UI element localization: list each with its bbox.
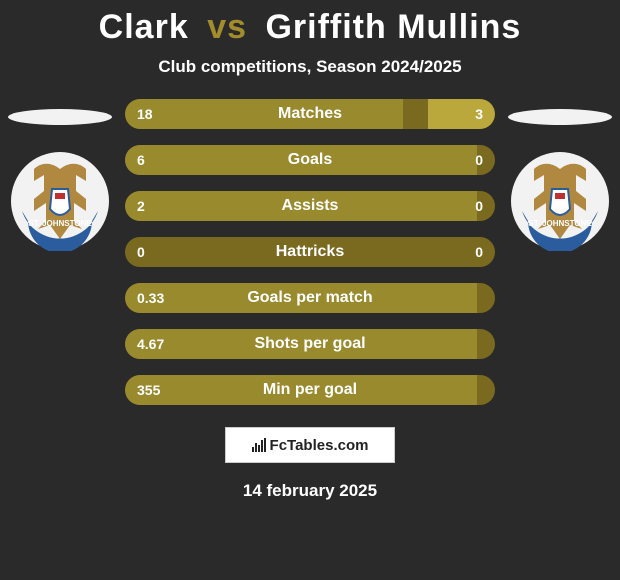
fctables-logo[interactable]: FcTables.com <box>225 427 395 463</box>
stat-bar: 2Assists0 <box>125 191 495 221</box>
stat-label: Min per goal <box>125 381 495 399</box>
comparison-title: Clark vs Griffith Mullins <box>0 0 620 47</box>
bars-icon <box>252 438 266 452</box>
stat-value-right: 0 <box>435 244 495 260</box>
svg-text:ST. JOHNSTONE: ST. JOHNSTONE <box>28 219 92 228</box>
svg-text:ST. JOHNSTONE: ST. JOHNSTONE <box>528 219 592 228</box>
vs-text: vs <box>207 8 247 46</box>
stat-bar: 355Min per goal <box>125 375 495 405</box>
stat-value-right: 3 <box>435 106 495 122</box>
stat-value-right: 0 <box>435 198 495 214</box>
brand-text: FcTables.com <box>270 437 369 454</box>
stat-bar: 0Hattricks0 <box>125 237 495 267</box>
player2-name: Griffith Mullins <box>265 8 521 46</box>
stat-bars-container: 18Matches3 6Goals0 2Assists0 0Hattricks0 0.3… <box>125 99 495 405</box>
player2-club-crest: ST. JOHNSTONE <box>510 151 610 251</box>
comparison-date: 14 february 2025 <box>0 481 620 501</box>
player1-club-crest: ST. JOHNSTONE <box>10 151 110 251</box>
stats-arena: ST. JOHNSTONE ST. JOHNSTONE 18Matches3 6G… <box>0 99 620 405</box>
stat-bar: 0.33Goals per match <box>125 283 495 313</box>
stat-bar: 6Goals0 <box>125 145 495 175</box>
player1-name: Clark <box>99 8 189 46</box>
subtitle: Club competitions, Season 2024/2025 <box>0 57 620 77</box>
stat-bar: 4.67Shots per goal <box>125 329 495 359</box>
stat-label: Goals per match <box>125 289 495 307</box>
stat-bar: 18Matches3 <box>125 99 495 129</box>
player1-head-icon <box>8 109 112 125</box>
stat-label: Shots per goal <box>125 335 495 353</box>
player2-head-icon <box>508 109 612 125</box>
stat-value-right: 0 <box>435 152 495 168</box>
